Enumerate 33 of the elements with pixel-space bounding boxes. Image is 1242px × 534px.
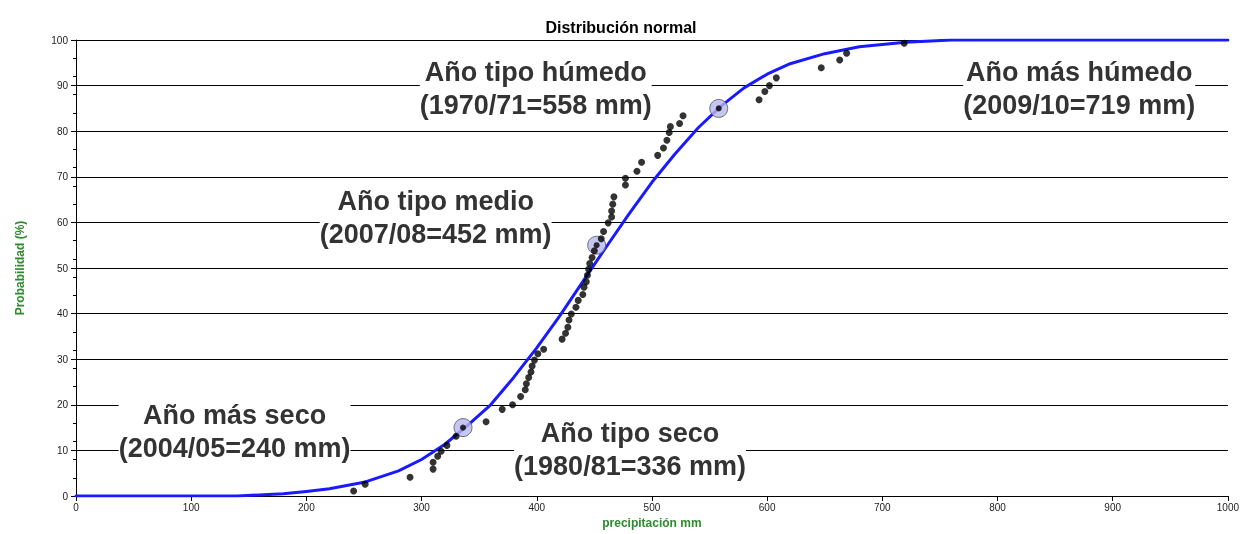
line-series bbox=[74, 38, 1230, 498]
annotation: Año más seco (2004/05=240 mm) bbox=[118, 400, 351, 464]
x-tick-label: 400 bbox=[528, 501, 546, 513]
annotation: Año tipo medio (2007/08=452 mm) bbox=[319, 185, 552, 249]
x-tick-label: 500 bbox=[643, 501, 661, 513]
x-axis-title: precipitación mm bbox=[602, 516, 702, 530]
annotation: Año tipo seco (1980/81=336 mm) bbox=[514, 418, 746, 482]
x-tick-label: 300 bbox=[413, 501, 431, 513]
y-tick-label: 50 bbox=[56, 262, 69, 274]
y-axis-title: Probabilidad (%) bbox=[13, 220, 27, 316]
y-tick-label: 10 bbox=[56, 444, 69, 456]
y-tick-label: 30 bbox=[56, 353, 69, 365]
y-tick-label: 0 bbox=[62, 490, 69, 502]
annotation: Año tipo húmedo (1970/71=558 mm) bbox=[419, 56, 652, 120]
point bbox=[453, 418, 473, 438]
x-tick-label: 900 bbox=[1104, 501, 1122, 513]
y-tick-label: 80 bbox=[56, 125, 69, 137]
x-tick-label: 800 bbox=[989, 501, 1007, 513]
y-tick-label: 60 bbox=[56, 216, 69, 228]
point bbox=[709, 98, 729, 118]
x-tick-label: 600 bbox=[758, 501, 776, 513]
x-tick-label: 700 bbox=[873, 501, 892, 513]
y-tick-label: 100 bbox=[51, 34, 69, 46]
x-tick-label: 200 bbox=[298, 501, 316, 513]
x-tick-label: 0 bbox=[73, 501, 80, 513]
x-tick-label: 1000 bbox=[1216, 501, 1240, 513]
annotation: Año más húmedo (2009/10=719 mm) bbox=[963, 56, 1196, 120]
y-tick-label: 40 bbox=[56, 308, 69, 320]
chart-title: Distribución normal bbox=[545, 18, 697, 36]
y-tick-label: 70 bbox=[56, 171, 69, 183]
y-tick-label: 90 bbox=[56, 80, 69, 92]
x-tick-label: 100 bbox=[182, 501, 200, 513]
y-tick-label: 20 bbox=[56, 399, 69, 411]
